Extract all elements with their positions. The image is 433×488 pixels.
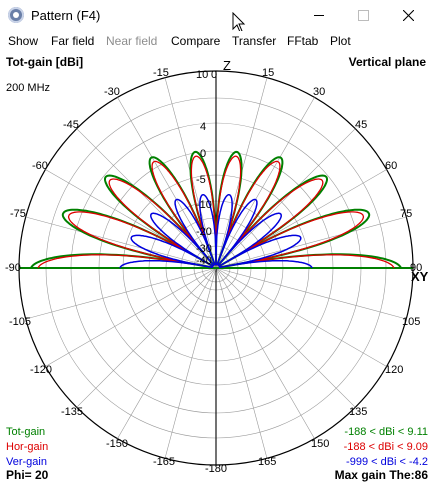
maximize-icon — [358, 10, 369, 21]
window-title: Pattern (F4) — [31, 8, 101, 23]
legend-hor-gain-name: Hor-gain — [6, 441, 49, 453]
plane-label: Vertical plane — [348, 55, 426, 69]
angle-label-minus150: -150 — [106, 438, 129, 450]
radial-label-minus40: -40 — [196, 255, 212, 267]
angle-label-minus45: -45 — [63, 119, 79, 131]
menu-near-field[interactable]: Near field — [106, 34, 158, 48]
radial-label-minus20: -20 — [196, 226, 212, 238]
grid-spoke — [215, 267, 387, 367]
app-icon[interactable] — [8, 7, 24, 23]
frequency-label: 200 MHz — [6, 82, 51, 94]
legend-tot-gain-name: Tot-gain — [6, 426, 46, 438]
radial-label-minus30: -30 — [196, 243, 212, 255]
grid-spoke — [76, 267, 217, 408]
angle-label-minus105: -105 — [9, 316, 32, 328]
minimize-icon — [313, 15, 324, 16]
polar-chart — [18, 70, 414, 466]
grid-spoke — [215, 267, 315, 439]
close-button[interactable] — [386, 0, 431, 31]
menu-bar: Show Far field Near field Compare Transf… — [0, 31, 433, 51]
menu-compare[interactable]: Compare — [171, 34, 221, 48]
radial-label-4: 4 — [200, 121, 207, 133]
plot-title: Tot-gain [dBi] — [6, 55, 84, 69]
angle-label-120: 120 — [385, 364, 404, 376]
angle-label-60: 60 — [385, 160, 398, 172]
maximize-button[interactable] — [341, 0, 386, 31]
legend-ver-gain-range: -999 < dBi < -4.2 — [346, 456, 428, 468]
angle-label-90: 90 — [410, 262, 423, 274]
polar-plot-area[interactable]: Tot-gain [dBi] Vertical plane 200 MHz Z … — [0, 51, 433, 483]
angle-label-135: 135 — [349, 406, 368, 418]
menu-fftab[interactable]: FFtab — [287, 34, 319, 48]
radial-label-0: 0 — [200, 148, 207, 160]
angle-label-minus30: -30 — [104, 86, 120, 98]
angle-label-105: 105 — [402, 316, 421, 328]
angle-label-minus135: -135 — [61, 406, 84, 418]
angle-label-minus60: -60 — [32, 160, 48, 172]
title-bar: Pattern (F4) — [0, 0, 433, 33]
grid-spoke — [215, 267, 356, 408]
radial-label-minus10: -10 — [196, 199, 212, 211]
grid-spoke — [215, 128, 356, 269]
radial-label-10: 10 — [196, 69, 209, 81]
angle-label-45: 45 — [355, 119, 368, 131]
grid-spoke — [25, 267, 217, 320]
angle-label-75: 75 — [400, 208, 413, 220]
legend-hor-gain-range: -188 < dBi < 9.09 — [343, 441, 428, 453]
angle-label-15: 15 — [262, 67, 275, 79]
close-icon — [403, 10, 414, 21]
grid-spoke — [215, 267, 407, 320]
axis-z-label: Z — [223, 58, 231, 73]
ver-gain-trace — [119, 193, 313, 269]
grid-spoke — [76, 128, 217, 269]
legend-tot-gain-range: -188 < dBi < 9.11 — [344, 426, 428, 438]
angle-label-minus75: -75 — [10, 208, 26, 220]
axis-xy-label: XY — [411, 269, 429, 284]
angle-label-minus180: -180 — [205, 463, 228, 475]
menu-show[interactable]: Show — [8, 34, 39, 48]
grid-spoke — [215, 267, 268, 459]
grid-spoke — [215, 97, 315, 269]
grid-spoke — [215, 216, 407, 269]
menu-far-field[interactable]: Far field — [51, 34, 95, 48]
angle-label-minus90: -90 — [5, 262, 21, 274]
angle-label-0: 0 — [211, 69, 218, 81]
grid-spoke — [164, 267, 217, 459]
legend-ver-gain-name: Ver-gain — [6, 456, 47, 468]
max-gain-label: Max gain The:86 — [334, 468, 428, 482]
menu-plot[interactable]: Plot — [330, 34, 351, 48]
grid-spoke — [25, 216, 217, 269]
angle-label-minus165: -165 — [153, 456, 176, 468]
grid-spoke — [45, 267, 217, 367]
angle-label-minus15: -15 — [153, 67, 169, 79]
menu-transfer[interactable]: Transfer — [232, 34, 277, 48]
phi-label: Phi= 20 — [6, 468, 49, 482]
angle-label-165: 165 — [258, 456, 277, 468]
angle-label-minus120: -120 — [30, 364, 53, 376]
angle-label-30: 30 — [313, 86, 326, 98]
radial-label-minus5: -5 — [196, 174, 206, 186]
minimize-button[interactable] — [296, 0, 341, 31]
grid-spoke — [117, 267, 217, 439]
grid-spoke — [117, 97, 217, 269]
angle-label-150: 150 — [311, 438, 330, 450]
